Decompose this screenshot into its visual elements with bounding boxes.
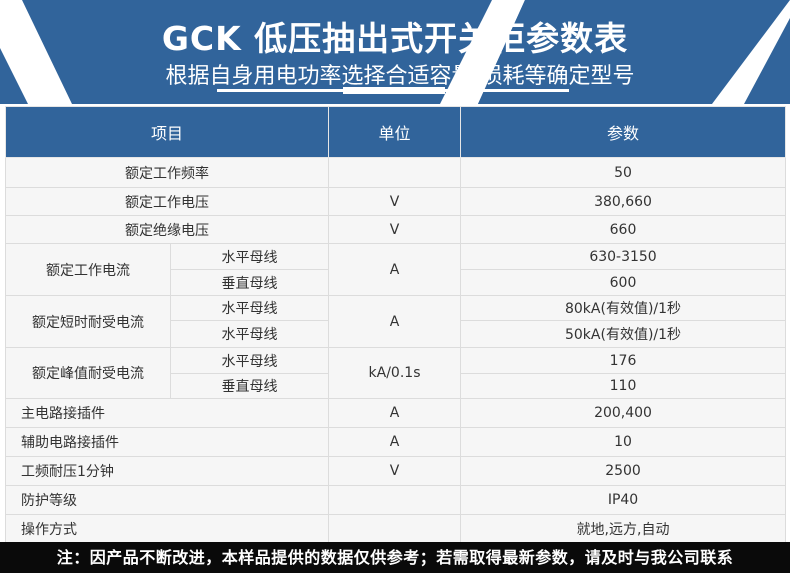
item-cell: 辅助电路接插件 <box>4 427 330 457</box>
value-cell: 600 <box>460 269 787 296</box>
unit-cell: A <box>328 398 462 428</box>
table-row: 额定短时耐受电流 水平母线 A 80kA(有效值)/1秒 <box>5 295 787 348</box>
unit-cell: kA/0.1s <box>328 347 462 399</box>
column-header-unit: 单位 <box>328 106 462 158</box>
table-row: 额定绝缘电压 V 660 <box>4 215 787 244</box>
item-cell: 额定工作电流 <box>5 243 171 296</box>
sub-item-cell: 垂直母线 <box>169 269 330 296</box>
sub-item-cell: 水平母线 <box>169 347 330 374</box>
value-cell: 660 <box>460 215 787 244</box>
value-cell: IP40 <box>460 485 787 515</box>
unit-cell: V <box>328 215 462 244</box>
value-cell: 200,400 <box>460 398 787 428</box>
unit-cell <box>328 514 462 543</box>
value-cell: 630-3150 <box>460 243 787 270</box>
item-cell: 额定工作电压 <box>4 187 330 216</box>
table-row: 主电路接插件 A 200,400 <box>4 398 787 428</box>
value-cell: 380,660 <box>460 187 787 216</box>
table-row: 水平母线 50kA(有效值)/1秒 <box>6 320 787 348</box>
value-cell: 176 <box>460 347 787 374</box>
banner-stripes <box>0 0 790 104</box>
value-cell: 50kA(有效值)/1秒 <box>460 320 787 348</box>
item-cell: 工频耐压1分钟 <box>4 456 330 486</box>
column-header-value: 参数 <box>460 106 787 158</box>
unit-cell: A <box>328 243 462 296</box>
sub-item-cell: 水平母线 <box>169 320 330 348</box>
page-title: GCK 低压抽出式开关柜参数表 <box>161 19 629 58</box>
value-cell: 50 <box>460 157 787 188</box>
page-subtitle: 根据自身用电功率选择合适容量,损耗等确定型号 <box>165 64 635 89</box>
unit-cell: V <box>328 187 462 216</box>
table-row: 垂直母线 600 <box>6 269 787 296</box>
unit-cell: V <box>328 456 462 486</box>
column-header-item: 项目 <box>4 106 330 158</box>
parameter-table: 项目 单位 参数 额定工作频率 50 额定工作电压 V 380,660 额定绝缘… <box>4 106 787 543</box>
table-row: 操作方式 就地,远方,自动 <box>4 514 787 543</box>
table-header-row: 项目 单位 参数 <box>4 106 787 158</box>
value-cell: 就地,远方,自动 <box>460 514 787 543</box>
item-cell: 额定绝缘电压 <box>4 215 330 244</box>
value-cell: 10 <box>460 427 787 457</box>
table-row: 额定峰值耐受电流 水平母线 kA/0.1s 176 <box>5 347 787 399</box>
table-row: 额定工作频率 50 <box>4 157 787 188</box>
table-row: 辅助电路接插件 A 10 <box>4 427 787 457</box>
footer-note: 注：因产品不断改进，本样品提供的数据仅供参考；若需取得最新参数，请及时与我公司联… <box>0 542 790 573</box>
unit-cell: A <box>328 295 462 348</box>
divider-accent <box>343 87 445 94</box>
item-cell: 额定峰值耐受电流 <box>5 347 171 399</box>
value-cell: 110 <box>460 373 787 399</box>
item-cell: 防护等级 <box>4 485 330 515</box>
item-cell: 操作方式 <box>4 514 330 543</box>
item-cell: 主电路接插件 <box>4 398 330 428</box>
table-row: 垂直母线 110 <box>6 373 787 399</box>
table-row: 防护等级 IP40 <box>4 485 787 515</box>
header-banner: GCK 低压抽出式开关柜参数表 根据自身用电功率选择合适容量,损耗等确定型号 <box>0 0 790 104</box>
table-row: 额定工作电压 V 380,660 <box>4 187 787 216</box>
item-cell: 额定工作频率 <box>4 157 330 188</box>
unit-cell <box>328 485 462 515</box>
sub-item-cell: 水平母线 <box>169 243 330 270</box>
item-cell: 额定短时耐受电流 <box>5 295 171 348</box>
unit-cell <box>328 157 462 188</box>
sub-item-cell: 水平母线 <box>169 295 330 321</box>
value-cell: 80kA(有效值)/1秒 <box>460 295 787 321</box>
unit-cell: A <box>328 427 462 457</box>
value-cell: 2500 <box>460 456 787 486</box>
table-row: 工频耐压1分钟 V 2500 <box>4 456 787 486</box>
sub-item-cell: 垂直母线 <box>169 373 330 399</box>
table-row: 额定工作电流 水平母线 A 630-3150 <box>5 243 787 296</box>
